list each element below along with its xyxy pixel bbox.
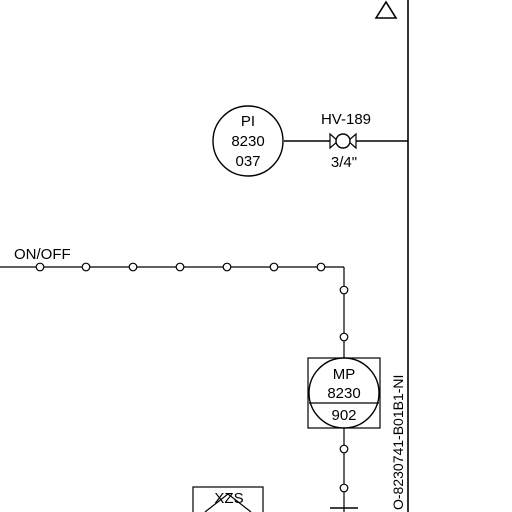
mp-loop-number: 8230: [327, 385, 360, 402]
pi-function-label: PI: [241, 113, 255, 130]
hand-valve-icon: [329, 132, 357, 150]
signal-markers: [35, 262, 349, 342]
signal-label: ON/OFF: [14, 246, 71, 263]
pi-suffix-number: 037: [235, 153, 260, 170]
signal-marker: [339, 444, 349, 454]
valve-tag: HV-189: [321, 111, 371, 128]
mp-suffix-number: 902: [331, 407, 356, 424]
mp-function-label: MP: [333, 366, 356, 383]
mp-instrument-bubble: MP 8230 902: [307, 357, 381, 429]
pi-instrument-bubble: PI 8230 037: [212, 105, 284, 177]
signal-marker: [35, 262, 45, 272]
signal-marker: [81, 262, 91, 272]
signal-marker: [222, 262, 232, 272]
pi-loop-number: 8230: [231, 133, 264, 150]
signal-marker: [339, 332, 349, 342]
signal-marker: [339, 285, 349, 295]
signal-marker: [128, 262, 138, 272]
signal-marker: [316, 262, 326, 272]
signal-marker: [339, 483, 349, 493]
flow-arrow-icon: [374, 0, 398, 19]
signal-marker: [175, 262, 185, 272]
drawing-reference: O-8230741-B01B1-NI: [390, 375, 406, 510]
signal-marker: [269, 262, 279, 272]
xzs-function-label: XZS: [214, 490, 243, 507]
valve-size: 3/4": [331, 154, 357, 171]
xzs-instrument: XZS: [192, 486, 264, 512]
